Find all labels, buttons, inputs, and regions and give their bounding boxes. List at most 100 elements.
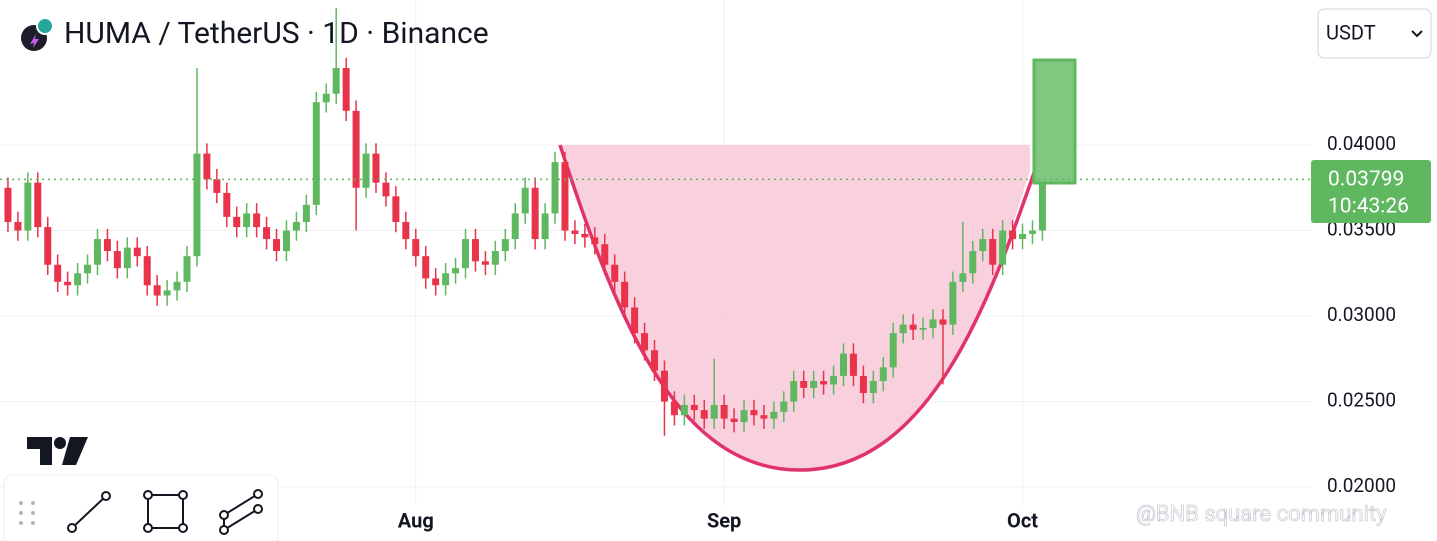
- candle-body: [432, 278, 440, 286]
- candle-body: [223, 192, 231, 217]
- logo-slash: [62, 437, 88, 465]
- currency-select[interactable]: [1317, 8, 1432, 59]
- axes: 0.02000 0.02500 0.03000 0.03500 0.04000 Aug Se…: [398, 132, 1396, 532]
- candle-body: [243, 213, 251, 228]
- candle-body: [113, 251, 121, 269]
- countdown: 10:43:26: [1328, 195, 1409, 219]
- candle-body: [402, 221, 410, 240]
- candle-body: [442, 273, 450, 286]
- candle-body: [253, 213, 261, 228]
- candle-body: [34, 182, 42, 228]
- candle-body: [511, 213, 519, 240]
- candle-body: [780, 401, 788, 412]
- candle-body: [830, 375, 838, 385]
- x-tick-label: Aug: [398, 508, 434, 532]
- candle-body: [820, 381, 828, 385]
- chart-title: HUMA / TetherUS · 1D · Binance: [64, 16, 489, 51]
- rectangle-tool[interactable]: [143, 490, 188, 533]
- candle-body: [213, 179, 221, 193]
- candle-body: [14, 221, 22, 231]
- last-price-label: 0.03799: [1328, 168, 1404, 192]
- cup-curve: [558, 144, 1037, 472]
- candle-body: [84, 264, 92, 274]
- dropdown-arrow: [1411, 30, 1423, 38]
- candle-body: [989, 239, 997, 265]
- candle-body: [74, 273, 82, 286]
- candle-body: [153, 285, 161, 296]
- candle-body: [919, 328, 927, 330]
- candle-body: [591, 237, 599, 245]
- cup-area: [560, 145, 1030, 470]
- candle-body: [203, 153, 211, 180]
- candle-body: [939, 319, 947, 325]
- candle-body: [839, 353, 847, 376]
- candle-body: [889, 333, 897, 368]
- candle-body: [541, 213, 549, 240]
- symbol-icon-bolt: [30, 34, 39, 48]
- candle-body: [183, 256, 191, 282]
- price-box: [1311, 160, 1431, 223]
- candle-body: [44, 227, 52, 265]
- y-tick-label: 0.02500: [1327, 389, 1396, 412]
- candle-body: [690, 404, 698, 411]
- candle-body: [64, 281, 72, 286]
- candle-body: [362, 153, 370, 188]
- candle-body: [292, 221, 300, 231]
- candle-body: [611, 264, 619, 282]
- candle-body: [1028, 230, 1036, 234]
- currency-label[interactable]: USDT: [1326, 20, 1376, 44]
- quote-icon: [36, 17, 54, 35]
- candle-body: [770, 411, 778, 419]
- logo: [27, 437, 52, 465]
- candle-body: [382, 182, 390, 197]
- y-tick-label: 0.03500: [1327, 218, 1396, 241]
- candle-body: [800, 381, 808, 388]
- candle-body: [352, 110, 360, 188]
- candle-body: [949, 281, 957, 325]
- target-box: [1032, 58, 1077, 185]
- logo-dot: [54, 437, 66, 449]
- toolbar-handle: [19, 501, 35, 525]
- candle-body: [1019, 233, 1027, 240]
- candle-body: [899, 324, 907, 334]
- candle-body: [999, 230, 1007, 265]
- candle-body: [491, 251, 499, 265]
- candle-body: [979, 239, 987, 252]
- candle-body: [322, 93, 330, 103]
- candle-body: [143, 256, 151, 286]
- candle-body: [680, 404, 688, 416]
- candles: [4, 8, 1046, 436]
- x-tick-label: Oct: [1007, 508, 1038, 532]
- candle-body: [750, 410, 758, 416]
- candle-body: [859, 375, 867, 393]
- channel-tool[interactable]: [219, 489, 263, 535]
- candle-body: [332, 68, 340, 94]
- candle-body: [501, 239, 509, 252]
- candle-body: [263, 227, 271, 240]
- candle-body: [760, 415, 768, 419]
- candle-body: [849, 353, 857, 376]
- candle-body: [790, 381, 798, 402]
- candle-body: [173, 281, 181, 291]
- candle-body: [452, 268, 460, 274]
- candle-body: [720, 404, 728, 419]
- candle-body: [193, 153, 201, 257]
- candle-body: [631, 307, 639, 334]
- watermark: @BNB square community: [1136, 502, 1387, 527]
- candle-body: [392, 196, 400, 222]
- candle-body: [1038, 179, 1046, 231]
- candle-body: [621, 281, 629, 308]
- candle-body: [342, 68, 350, 111]
- trend-line-tool[interactable]: [67, 491, 111, 533]
- candle-body: [929, 319, 937, 329]
- candle-body: [273, 239, 281, 252]
- candle-body: [660, 370, 668, 402]
- candle-body: [302, 204, 310, 222]
- candle-body: [651, 350, 659, 371]
- candle-body: [810, 381, 818, 388]
- candle-body: [1009, 230, 1017, 240]
- candle-body: [561, 162, 569, 231]
- candle-body: [601, 244, 609, 265]
- candle-body: [471, 239, 479, 262]
